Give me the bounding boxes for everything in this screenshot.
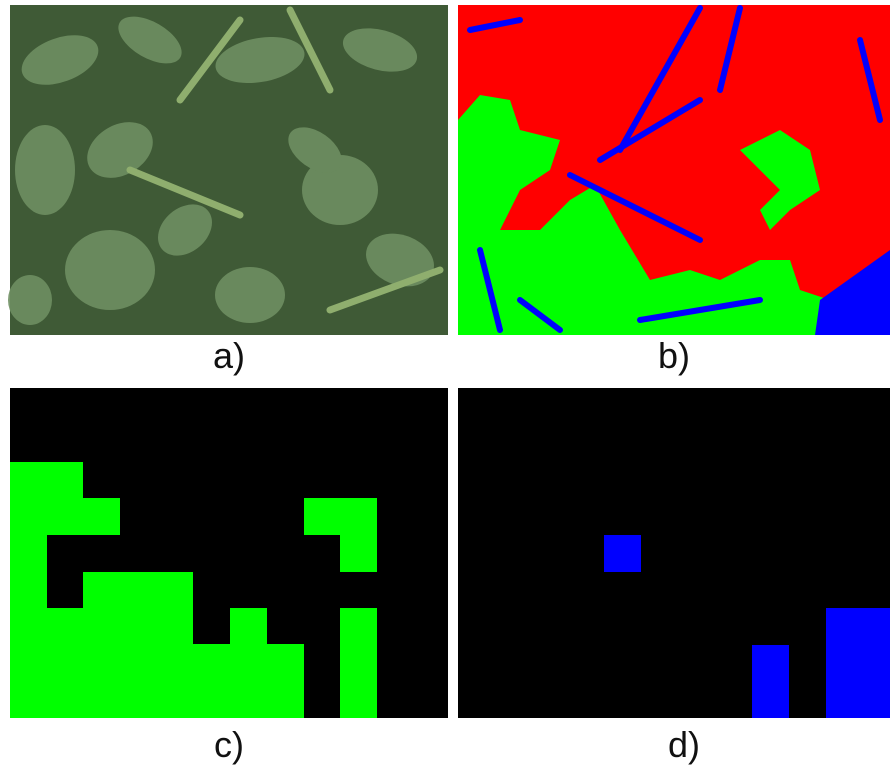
mask-panel <box>458 388 890 718</box>
figure: a) b) c) <box>0 0 892 771</box>
mask-panel <box>10 388 448 718</box>
panel-label: d) <box>668 724 700 765</box>
photo-panel <box>8 5 448 335</box>
panel-label: a) <box>213 335 245 376</box>
panel-label: c) <box>214 724 244 765</box>
panel-label: b) <box>658 335 690 376</box>
segmentation-panel <box>458 5 890 335</box>
